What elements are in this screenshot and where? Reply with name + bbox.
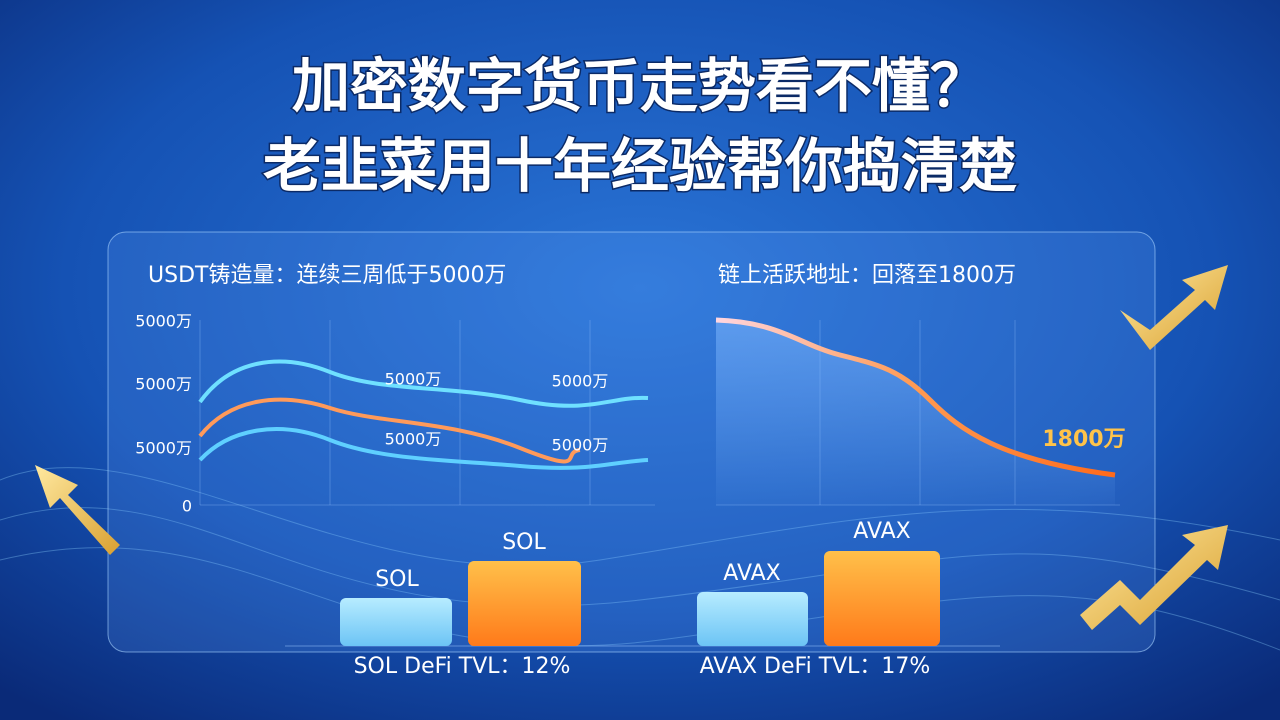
line-label: 5000万 (552, 436, 609, 455)
decor-arrow (1080, 525, 1228, 630)
caption: SOL DeFi TVL：12% (354, 654, 571, 679)
bar (824, 551, 940, 646)
title-line: 加密数字货币走势看不懂？ (292, 52, 988, 120)
bar (468, 561, 581, 646)
panel (107, 231, 1156, 653)
grid (199, 320, 655, 506)
bar-label: SOL (375, 567, 419, 592)
bar-label: SOL (502, 530, 546, 555)
area (716, 320, 1115, 505)
y-label: 0 (182, 497, 192, 516)
bar-label: AVAX (853, 519, 910, 544)
line (715, 317, 1116, 478)
y-label: 5000万 (135, 312, 192, 331)
decor-arrow (1120, 265, 1228, 350)
bar (697, 592, 808, 646)
panel-heading: 链上活跃地址：回落至1800万 (718, 263, 1016, 288)
line-label: 5000万 (552, 372, 609, 391)
end-label: 1800万 (1042, 427, 1125, 452)
y-label: 5000万 (135, 439, 192, 458)
decor-arrow (35, 465, 120, 555)
bar-label: AVAX (723, 561, 780, 586)
decor-waves (0, 467, 1280, 651)
bar (340, 598, 452, 646)
y-label: 5000万 (135, 375, 192, 394)
line (198, 427, 649, 470)
panel-heading: USDT铸造量：连续三周低于5000万 (148, 263, 506, 288)
title-line: 老韭菜用十年经验帮你捣清楚 (263, 132, 1017, 200)
line-label: 5000万 (385, 430, 442, 449)
line-label: 5000万 (385, 370, 442, 389)
line (198, 397, 581, 464)
line (198, 359, 649, 408)
caption: AVAX DeFi TVL：17% (700, 654, 931, 679)
